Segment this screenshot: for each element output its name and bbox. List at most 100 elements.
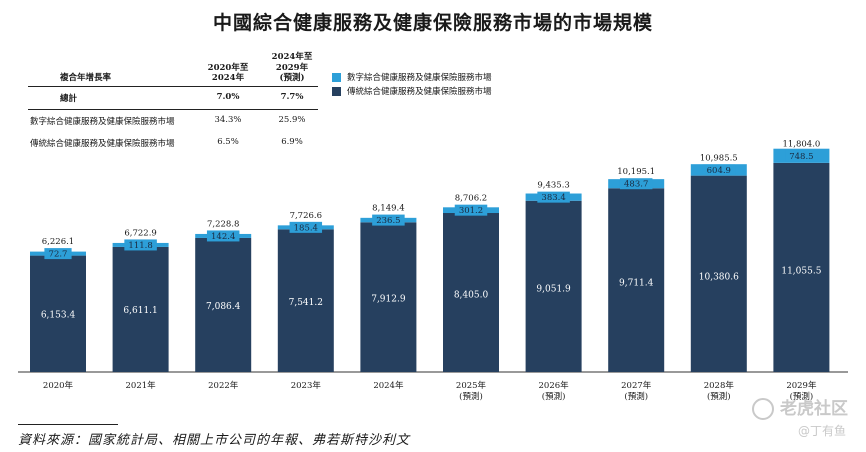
data-label-digital-box (785, 150, 818, 162)
data-label-traditional: 9,051.9 (536, 285, 571, 295)
data-label-total: 8,706.2 (455, 194, 487, 204)
cagr-col1-header-line: 2020年至 (207, 62, 249, 73)
data-label-total: 6,722.9 (124, 228, 156, 238)
tiger-logo-icon (752, 398, 774, 420)
cagr-row-digital: 數字綜合健康服務及健康保險服務市場 34.3% 25.9% (28, 110, 318, 132)
x-tick-sublabel: (預測) (542, 391, 566, 402)
source-note: 資料來源：國家統計局、相關上市公司的年報、弗若斯特沙利文 (18, 433, 411, 448)
x-tick-sublabel: (預測) (790, 391, 814, 402)
bar-traditional (277, 229, 334, 372)
data-label-total: 8,149.4 (372, 204, 404, 214)
cagr-table-header: 複合年增長率 2020年至 2024年 2024年至 2029年 (預測) (28, 48, 318, 87)
bar-traditional (195, 237, 252, 372)
cagr-col2-header-line: (預測) (279, 72, 305, 83)
cagr-row-traditional: 傳統綜合健康服務及健康保險服務市場 6.5% 6.9% (28, 132, 318, 154)
cagr-row-label: 數字綜合健康服務及健康保險服務市場 (30, 117, 175, 127)
data-label-digital: 383.4 (541, 193, 565, 203)
data-label-traditional: 6,611.1 (123, 306, 157, 316)
data-label-digital-box (44, 248, 72, 260)
cagr-row-value: 7.0% (216, 92, 240, 102)
cagr-row-label: 傳統綜合健康服務及健康保險服務市場 (30, 139, 175, 149)
x-tick-label: 2022年 (208, 380, 239, 391)
data-label-digital: 301.2 (459, 206, 483, 216)
data-label-total: 10,195.1 (617, 167, 655, 177)
chart-legend: 數字綜合健康服務及健康保險服務市場 傳統綜合健康服務及健康保險服務市場 (332, 70, 492, 98)
data-label-total: 11,804.0 (782, 139, 820, 149)
bar-traditional (112, 246, 169, 372)
cagr-col1-header-line: 2024年 (211, 72, 245, 83)
data-label-digital-box (619, 178, 653, 190)
x-tick-label: 2020年 (43, 380, 74, 391)
data-label-digital-box (372, 214, 405, 226)
bar-traditional (443, 213, 499, 372)
cagr-row-value: 6.9% (281, 137, 303, 147)
bar-traditional (30, 255, 86, 372)
data-label-total: 6,226.1 (42, 237, 74, 247)
cagr-row-value: 34.3% (214, 115, 242, 125)
data-label-digital: 236.5 (376, 216, 400, 226)
cagr-row-value: 6.5% (217, 137, 239, 147)
data-label-digital: 604.9 (707, 166, 731, 176)
bar-traditional (773, 162, 830, 372)
watermark-brand: 老虎社区 (752, 394, 848, 420)
data-label-total: 7,726.6 (290, 211, 322, 221)
data-label-digital: 72.7 (49, 250, 68, 260)
legend-label-traditional: 傳統綜合健康服務及健康保險服務市場 (347, 87, 492, 97)
data-label-digital-box (289, 221, 323, 233)
legend-swatch-digital (332, 72, 341, 82)
cagr-row-label: 總計 (60, 94, 78, 104)
data-label-traditional: 7,086.4 (206, 302, 241, 312)
data-label-digital-box (537, 191, 570, 203)
legend-swatch-traditional (332, 86, 341, 96)
x-tick-label: 2029年 (786, 380, 817, 391)
x-tick-label: 2025年 (456, 380, 487, 391)
data-label-digital-box (206, 230, 240, 242)
cagr-header-label: 複合年增長率 (60, 73, 112, 83)
legend-label-digital: 數字綜合健康服務及健康保險服務市場 (347, 73, 492, 83)
data-label-total: 10,985.5 (700, 153, 738, 163)
data-label-traditional: 7,912.9 (371, 295, 406, 305)
watermark-brand-text: 老虎社区 (780, 399, 848, 419)
data-label-traditional: 9,711.4 (619, 279, 654, 289)
x-tick-label: 2023年 (291, 380, 322, 391)
data-label-digital: 748.5 (789, 152, 813, 162)
cagr-col2-header-line: 2029年 (275, 62, 309, 73)
data-label-digital: 111.8 (128, 241, 152, 251)
legend-item-traditional: 傳統綜合健康服務及健康保險服務市場 (332, 84, 492, 98)
bar-traditional (360, 222, 417, 372)
data-label-traditional: 6,153.4 (41, 310, 76, 320)
data-label-digital-box (454, 204, 488, 216)
source-divider (18, 424, 118, 425)
cagr-table: 複合年增長率 2020年至 2024年 2024年至 2029年 (預測) 總計… (28, 48, 318, 154)
x-tick-label: 2024年 (373, 380, 404, 391)
cagr-col2-header-line: 2024年至 (271, 52, 313, 63)
data-label-digital-box (702, 164, 736, 176)
x-tick-label: 2021年 (126, 380, 157, 391)
x-tick-sublabel: (預測) (459, 391, 483, 402)
data-label-digital: 142.4 (211, 232, 235, 242)
cagr-col1-header: 2020年至 2024年 (198, 63, 258, 83)
data-label-traditional: 11,055.5 (781, 267, 821, 277)
x-tick-sublabel: (預測) (707, 391, 731, 402)
cagr-row-value: 7.7% (280, 92, 304, 102)
data-label-digital: 185.4 (294, 223, 318, 233)
x-tick-label: 2026年 (539, 380, 570, 391)
cagr-col2-header: 2024年至 2029年 (預測) (262, 52, 322, 83)
data-label-traditional: 7,541.2 (289, 298, 323, 308)
bar-traditional (608, 188, 665, 372)
chart-title: 中國綜合健康服務及健康保險服務市場的市場規模 (212, 12, 653, 34)
data-label-digital-box (124, 239, 157, 251)
cagr-row-total: 總計 7.0% 7.7% (28, 87, 318, 110)
watermark-user: @丁有鱼 (797, 424, 846, 438)
cagr-row-value: 25.9% (278, 115, 306, 125)
data-label-traditional: 8,405.0 (454, 290, 489, 300)
data-label-total: 9,435.3 (537, 181, 569, 191)
x-tick-label: 2027年 (621, 380, 652, 391)
bar-traditional (690, 175, 747, 372)
data-label-traditional: 10,380.6 (699, 273, 739, 283)
data-label-digital: 483.7 (624, 180, 648, 190)
data-label-total: 7,228.8 (207, 219, 239, 229)
x-tick-sublabel: (預測) (624, 391, 648, 402)
legend-item-digital: 數字綜合健康服務及健康保險服務市場 (332, 70, 492, 84)
